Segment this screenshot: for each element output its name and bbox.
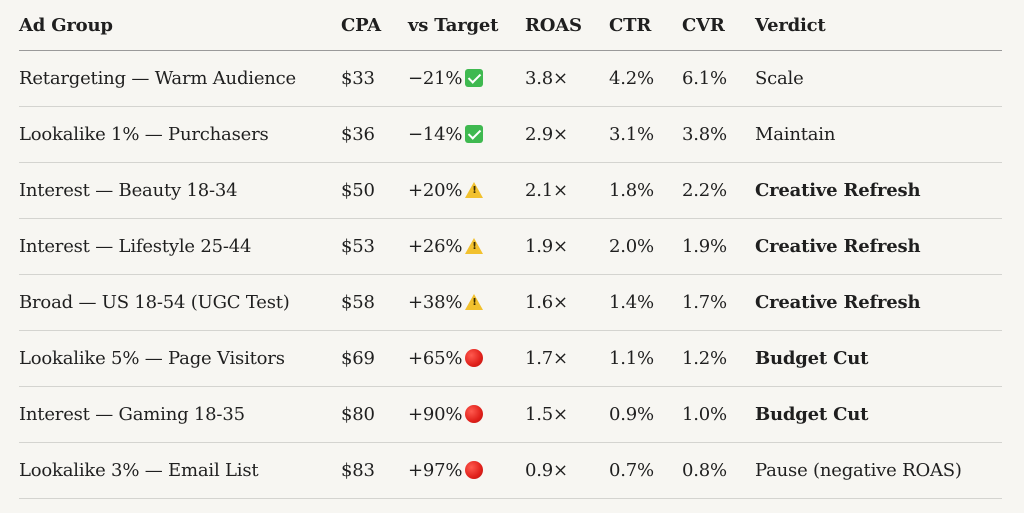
warning-icon <box>465 182 484 198</box>
cell-cpa: $69 <box>341 330 408 387</box>
cell-vs-target: +38% <box>408 274 525 331</box>
cell-cvr: 1.0% <box>682 386 755 443</box>
table-row: Retargeting — Warm Audience $33 −21% 3.8× 4.… <box>19 50 1002 107</box>
check-icon <box>465 125 484 143</box>
cell-vs-target: +97% <box>408 442 525 499</box>
cell-ad-group: Broad — US 18-54 (UGC Test) <box>19 274 341 331</box>
cell-ctr: 2.0% <box>609 218 682 275</box>
cell-vs-target: +65% <box>408 330 525 387</box>
cell-ctr: 3.1% <box>609 106 682 163</box>
cell-ad-group: Interest — Gaming 18-35 <box>19 386 341 443</box>
cell-verdict: Pause (negative ROAS) <box>755 442 1002 499</box>
table-header: Ad Group CPA vs Target ROAS CTR CVR Verd… <box>19 0 1002 51</box>
cell-cpa: $58 <box>341 274 408 331</box>
cell-vs-target: +26% <box>408 218 525 275</box>
header-cpa: CPA <box>341 0 408 51</box>
vs-target-value: +20% <box>408 180 463 201</box>
cell-vs-target: +90% <box>408 386 525 443</box>
table-row: Interest — Lifestyle 25-44$53+26% 1.9×2.0… <box>19 218 1002 275</box>
cell-cvr: 1.9% <box>682 218 755 275</box>
table-row: Interest — Beauty 18-34$50+20% 2.1×1.8%2.… <box>19 162 1002 219</box>
vs-target-value: +38% <box>408 292 463 313</box>
vs-target-value: −21% <box>408 68 463 89</box>
cell-ctr: 1.8% <box>609 162 682 219</box>
cell-roas: 0.9× <box>525 442 609 499</box>
header-verdict: Verdict <box>755 0 1002 51</box>
vs-target-value: +97% <box>408 460 463 481</box>
header-ctr: CTR <box>609 0 682 51</box>
cell-cvr: 1.2% <box>682 330 755 387</box>
cell-cvr: 3.8% <box>682 106 755 163</box>
cell-cpa: $83 <box>341 442 408 499</box>
cell-cpa: $36 <box>341 106 408 163</box>
cell-ctr: 0.7% <box>609 442 682 499</box>
cell-roas: 1.6× <box>525 274 609 331</box>
cell-ctr: 0.9% <box>609 386 682 443</box>
table-body: Retargeting — Warm Audience $33 −21% 3.8× 4.… <box>19 50 1002 499</box>
red-circle-icon <box>465 405 484 423</box>
cell-ad-group: Lookalike 3% — Email List <box>19 442 341 499</box>
cell-verdict: Budget Cut <box>755 330 1002 387</box>
table-row: Interest — Gaming 18-35 $80 +90% 1.5× 0.9% 1.… <box>19 386 1002 443</box>
cell-ad-group: Interest — Beauty 18-34 <box>19 162 341 219</box>
cell-cpa: $53 <box>341 218 408 275</box>
vs-target-value: −14% <box>408 124 463 145</box>
cell-ctr: 1.1% <box>609 330 682 387</box>
cell-cvr: 0.8% <box>682 442 755 499</box>
cell-roas: 2.1× <box>525 162 609 219</box>
header-vs-target: vs Target <box>408 0 525 51</box>
cell-vs-target: +20% <box>408 162 525 219</box>
table-row: Lookalike 5% — Page Visitors $69 +65% 1.7× 1… <box>19 330 1002 387</box>
cell-roas: 1.5× <box>525 386 609 443</box>
header-cvr: CVR <box>682 0 755 51</box>
cell-verdict: Scale <box>755 50 1002 107</box>
cell-cpa: $33 <box>341 50 408 107</box>
table-row: Lookalike 1% — Purchasers $36 −14% 2.9× 3.1%… <box>19 106 1002 163</box>
check-icon <box>465 69 484 87</box>
table-row: Lookalike 3% — Email List $83 +97% 0.9× 0.7%… <box>19 442 1002 499</box>
cell-roas: 1.7× <box>525 330 609 387</box>
cell-verdict: Creative Refresh <box>755 162 1002 219</box>
cell-ad-group: Interest — Lifestyle 25-44 <box>19 218 341 275</box>
ad-group-performance-table: Ad Group CPA vs Target ROAS CTR CVR Verd… <box>19 0 1002 499</box>
cell-verdict: Creative Refresh <box>755 218 1002 275</box>
header-roas: ROAS <box>525 0 609 51</box>
table-row: Broad — US 18-54 (UGC Test)$58+38%1.6×1.… <box>19 274 1002 331</box>
cell-vs-target: −21% <box>408 50 525 107</box>
cell-verdict: Maintain <box>755 106 1002 163</box>
vs-target-value: +26% <box>408 236 463 257</box>
warning-icon <box>465 294 484 310</box>
cell-cvr: 2.2% <box>682 162 755 219</box>
cell-ctr: 1.4% <box>609 274 682 331</box>
cell-ad-group: Retargeting — Warm Audience <box>19 50 341 107</box>
red-circle-icon <box>465 461 484 479</box>
cell-vs-target: −14% <box>408 106 525 163</box>
vs-target-value: +90% <box>408 404 463 425</box>
cell-roas: 1.9× <box>525 218 609 275</box>
cell-cvr: 6.1% <box>682 50 755 107</box>
warning-icon <box>465 238 484 254</box>
cell-verdict: Creative Refresh <box>755 274 1002 331</box>
cell-roas: 2.9× <box>525 106 609 163</box>
cell-roas: 3.8× <box>525 50 609 107</box>
cell-ctr: 4.2% <box>609 50 682 107</box>
red-circle-icon <box>465 349 484 367</box>
cell-cpa: $50 <box>341 162 408 219</box>
cell-verdict: Budget Cut <box>755 386 1002 443</box>
header-ad-group: Ad Group <box>19 0 341 51</box>
cell-cpa: $80 <box>341 386 408 443</box>
vs-target-value: +65% <box>408 348 463 369</box>
header-row: Ad Group CPA vs Target ROAS CTR CVR Verd… <box>19 0 1002 51</box>
cell-ad-group: Lookalike 1% — Purchasers <box>19 106 341 163</box>
ad-group-table-container: Ad Group CPA vs Target ROAS CTR CVR Verd… <box>19 0 1002 499</box>
cell-ad-group: Lookalike 5% — Page Visitors <box>19 330 341 387</box>
cell-cvr: 1.7% <box>682 274 755 331</box>
